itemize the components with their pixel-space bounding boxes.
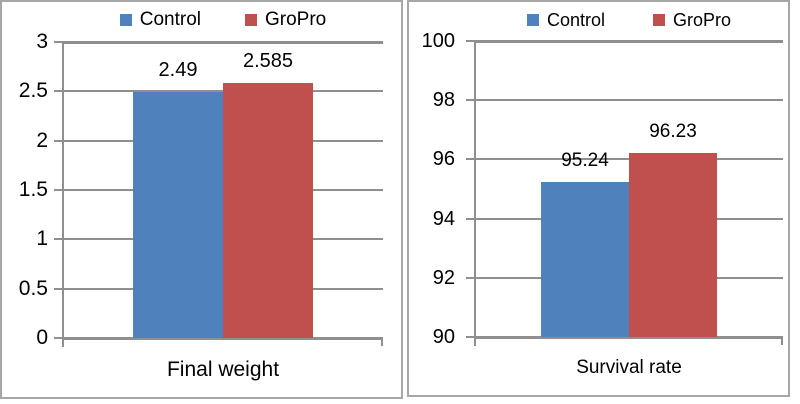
- data-label-gropro: 2.585: [242, 50, 294, 72]
- y-axis-tick-label: 1.5: [18, 178, 48, 201]
- y-axis-tick: [466, 99, 475, 101]
- legend-item-gropro: GroPro: [245, 9, 326, 31]
- data-label-gropro: 96.23: [649, 121, 697, 142]
- y-axis-tick-label: 0: [36, 326, 48, 349]
- y-axis-tick: [54, 140, 63, 142]
- y-axis-tick: [54, 90, 63, 92]
- y-gridline: [63, 41, 383, 44]
- data-label-control: 95.24: [561, 150, 609, 171]
- y-axis-tick: [54, 288, 63, 290]
- y-axis-tick-label: 3: [36, 30, 48, 53]
- legend-label-gropro: GroPro: [265, 9, 327, 30]
- bar-control: [541, 182, 629, 337]
- legend-final-weight: Control GroPro: [63, 5, 383, 35]
- legend-label-control: Control: [139, 9, 201, 30]
- control-series-swatch: [526, 14, 539, 26]
- y-axis-tick: [466, 218, 475, 220]
- bar-control: [133, 92, 223, 338]
- gropro-series-swatch: [653, 14, 665, 26]
- y-axis-tick: [54, 238, 63, 240]
- y-gridline: [475, 99, 783, 101]
- legend-survival-rate: Control GroPro: [475, 5, 783, 35]
- x-axis-end-tick: [781, 337, 783, 345]
- control-series-swatch: [119, 14, 132, 26]
- chart-panel-final-weight: Control GroPro Final weight 3 2.5 2 1.5 1 0.5…: [0, 0, 403, 399]
- legend-item-control: Control: [119, 9, 201, 31]
- y-axis-line: [474, 41, 476, 346]
- category-axis-label-survival-rate: Survival rate: [576, 357, 682, 378]
- chart-panel-survival-rate: Control GroPro Survival rate 100 98 96 94 92…: [407, 0, 790, 397]
- bar-gropro: [629, 153, 717, 337]
- y-axis-tick-label: 92: [432, 267, 455, 289]
- y-axis-tick: [466, 158, 475, 160]
- y-axis-tick-label: 1: [36, 227, 48, 250]
- legend-item-gropro: GroPro: [653, 10, 731, 31]
- y-axis-tick: [54, 41, 63, 43]
- y-axis-line: [62, 42, 64, 347]
- y-axis-tick-label: 96: [432, 148, 455, 170]
- legend-label-control: Control: [546, 9, 605, 30]
- y-axis-tick-label: 90: [432, 326, 455, 348]
- x-axis-end-tick: [381, 338, 383, 346]
- y-axis-tick-label: 100: [421, 30, 455, 52]
- y-axis-tick: [54, 337, 63, 339]
- y-axis-tick-label: 94: [432, 208, 455, 230]
- legend-label-gropro: GroPro: [673, 9, 732, 30]
- y-axis-tick: [466, 277, 475, 279]
- y-gridline: [475, 336, 783, 339]
- legend-item-control: Control: [526, 9, 605, 31]
- y-gridline: [475, 40, 783, 43]
- gropro-series-swatch: [245, 14, 257, 26]
- y-axis-tick: [466, 40, 475, 42]
- y-axis-tick: [466, 336, 475, 338]
- data-label-control: 2.49: [158, 59, 198, 81]
- y-axis-tick: [54, 189, 63, 191]
- bar-gropro: [223, 83, 313, 338]
- y-axis-tick-label: 98: [432, 89, 455, 111]
- y-axis-tick-label: 0.5: [18, 277, 48, 300]
- y-gridline: [63, 337, 383, 340]
- y-axis-tick-label: 2.5: [18, 79, 48, 102]
- y-axis-tick-label: 2: [36, 129, 48, 152]
- category-axis-label-final-weight: Final weight: [166, 358, 280, 381]
